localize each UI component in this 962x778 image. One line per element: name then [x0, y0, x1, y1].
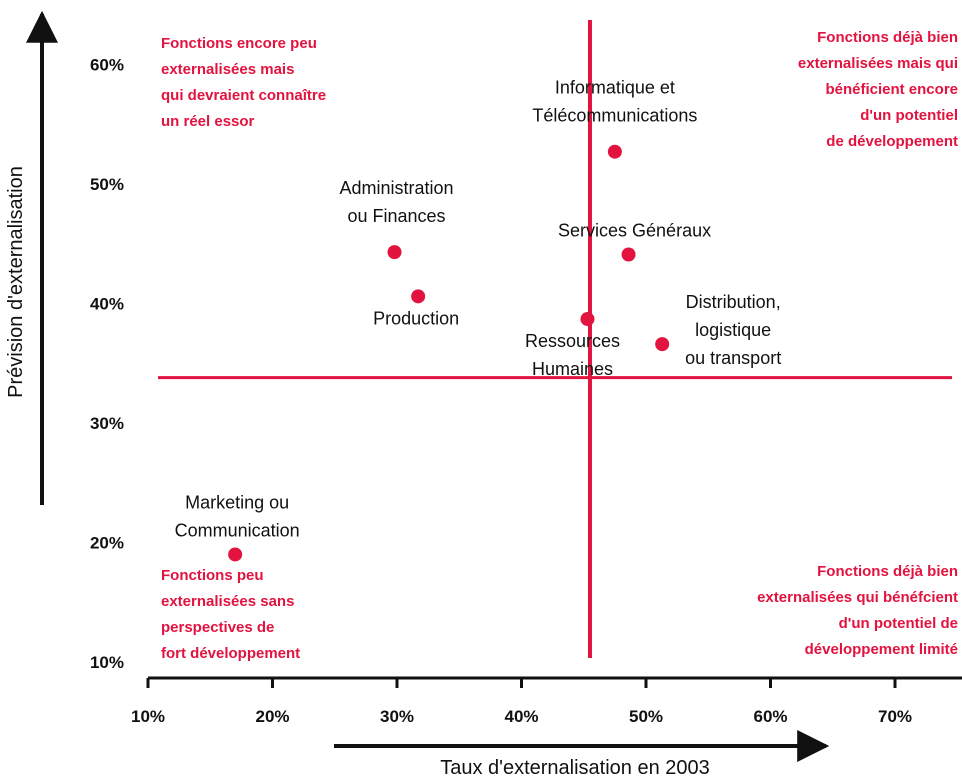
data-point — [580, 312, 595, 327]
data-point — [621, 247, 636, 262]
quadrant-note-bottom-left: Fonctions peu externalisées sans perspecti… — [161, 567, 300, 662]
data-point-label: Distribution, logistique ou transport — [685, 292, 781, 368]
data-point-label: Marketing ou Communication — [175, 492, 300, 540]
quadrant-note-top-right: Fonctions déjà bien externalisées mais qu… — [798, 29, 958, 150]
y-tick-label: 40% — [90, 295, 124, 314]
data-point-label: Ressources Humaines — [525, 331, 620, 379]
y-tick-label: 20% — [90, 534, 124, 553]
data-point-label: Informatique et Télécommunications — [532, 78, 697, 126]
x-tick-label: 20% — [255, 707, 289, 726]
y-tick-label: 10% — [90, 653, 124, 672]
data-point-label: Administration ou Finances — [339, 178, 453, 226]
data-point — [228, 547, 243, 562]
y-tick-label: 30% — [90, 414, 124, 433]
x-tick-label: 60% — [753, 707, 787, 726]
x-tick-label: 50% — [629, 707, 663, 726]
y-axis-title: Prévision d'externalisation — [5, 166, 27, 398]
x-tick-label: 40% — [504, 707, 538, 726]
data-point — [607, 144, 622, 159]
data-point-label: Production — [373, 308, 459, 328]
quadrant-note-top-left: Fonctions encore peu externalisées mais qu… — [161, 35, 326, 130]
data-point — [655, 337, 670, 352]
y-tick-label: 50% — [90, 175, 124, 194]
x-axis-title: Taux d'externalisation en 2003 — [440, 757, 710, 778]
data-point — [411, 289, 426, 304]
y-tick-label: 60% — [90, 56, 124, 75]
quadrant-note-bottom-right: Fonctions déjà bien externalisées qui bén… — [757, 563, 958, 658]
data-point-label: Services Généraux — [558, 221, 711, 241]
x-tick-label: 70% — [878, 707, 912, 726]
data-point — [387, 245, 402, 260]
x-tick-label: 30% — [380, 707, 414, 726]
x-tick-label: 10% — [131, 707, 165, 726]
